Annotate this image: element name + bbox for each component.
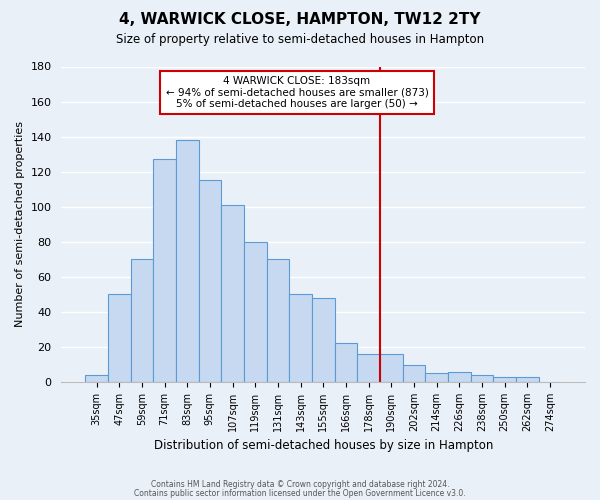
Y-axis label: Number of semi-detached properties: Number of semi-detached properties — [15, 122, 25, 328]
Bar — [131, 260, 153, 382]
Bar — [221, 205, 244, 382]
X-axis label: Distribution of semi-detached houses by size in Hampton: Distribution of semi-detached houses by … — [154, 440, 493, 452]
Text: Size of property relative to semi-detached houses in Hampton: Size of property relative to semi-detach… — [116, 32, 484, 46]
Bar — [244, 242, 266, 382]
Bar — [380, 354, 403, 382]
Bar — [199, 180, 221, 382]
Bar — [425, 374, 448, 382]
Bar — [108, 294, 131, 382]
Bar — [312, 298, 335, 382]
Bar — [335, 344, 357, 382]
Bar — [266, 260, 289, 382]
Bar — [516, 377, 539, 382]
Bar — [448, 372, 470, 382]
Text: Contains public sector information licensed under the Open Government Licence v3: Contains public sector information licen… — [134, 489, 466, 498]
Bar — [85, 375, 108, 382]
Bar — [289, 294, 312, 382]
Text: Contains HM Land Registry data © Crown copyright and database right 2024.: Contains HM Land Registry data © Crown c… — [151, 480, 449, 489]
Text: 4, WARWICK CLOSE, HAMPTON, TW12 2TY: 4, WARWICK CLOSE, HAMPTON, TW12 2TY — [119, 12, 481, 28]
Bar — [470, 375, 493, 382]
Text: 4 WARWICK CLOSE: 183sqm
← 94% of semi-detached houses are smaller (873)
5% of se: 4 WARWICK CLOSE: 183sqm ← 94% of semi-de… — [166, 76, 428, 109]
Bar — [357, 354, 380, 382]
Bar — [153, 160, 176, 382]
Bar — [403, 364, 425, 382]
Bar — [176, 140, 199, 382]
Bar — [493, 377, 516, 382]
